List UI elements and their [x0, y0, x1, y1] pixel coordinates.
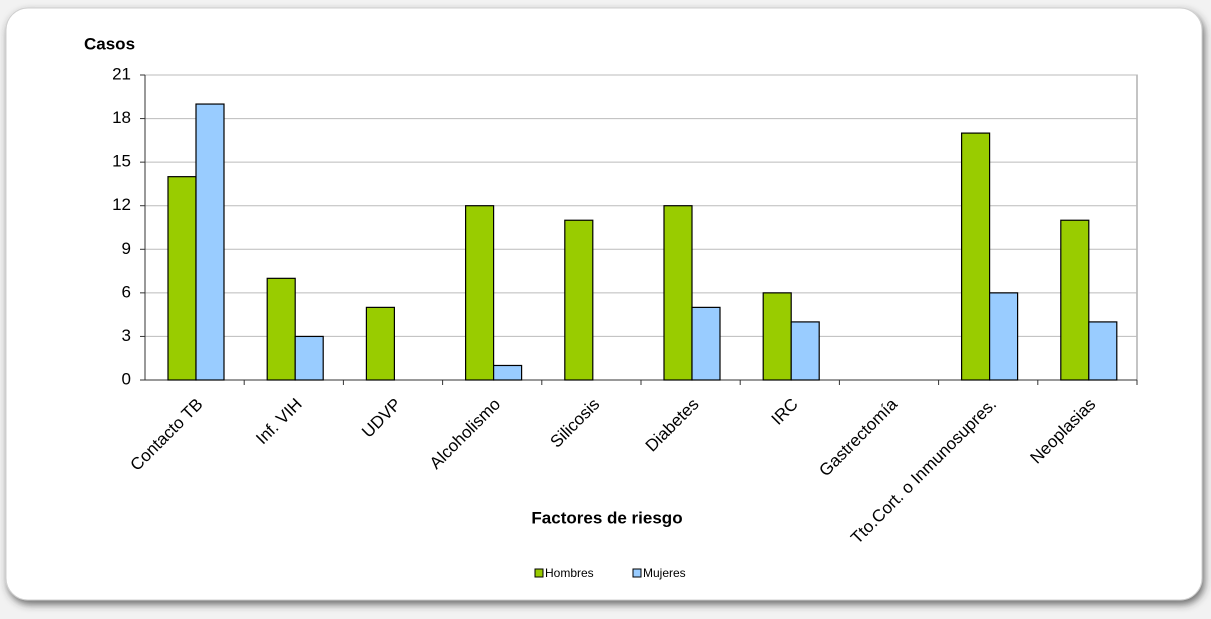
y-tick-label: 9	[122, 239, 131, 258]
y-tick-label: 15	[112, 152, 131, 171]
bar	[564, 219, 594, 381]
bar	[790, 321, 820, 381]
bar	[762, 292, 792, 381]
bar	[691, 306, 721, 381]
bar	[294, 335, 324, 381]
bar	[493, 364, 523, 381]
y-tick-label: 0	[122, 369, 131, 388]
bar	[1088, 321, 1118, 381]
x-axis-title: Factores de riesgo	[531, 508, 682, 527]
bar	[1060, 219, 1090, 381]
y-tick-label: 3	[122, 326, 131, 345]
bar	[266, 277, 296, 381]
legend-swatch	[632, 568, 642, 578]
bar	[988, 292, 1019, 381]
y-tick-label: 18	[112, 108, 131, 127]
legend-swatch	[534, 568, 544, 578]
bar	[167, 176, 197, 381]
bar	[465, 205, 495, 381]
y-axis-title: Casos	[84, 34, 135, 53]
bar	[365, 306, 395, 381]
y-tick-label: 6	[122, 282, 131, 301]
legend-label: Mujeres	[643, 566, 686, 580]
bar	[663, 205, 693, 381]
y-tick-label: 12	[112, 195, 131, 214]
bar	[195, 103, 225, 381]
y-tick-label: 21	[112, 64, 131, 83]
bar	[960, 132, 991, 381]
legend-label: Hombres	[545, 566, 594, 580]
